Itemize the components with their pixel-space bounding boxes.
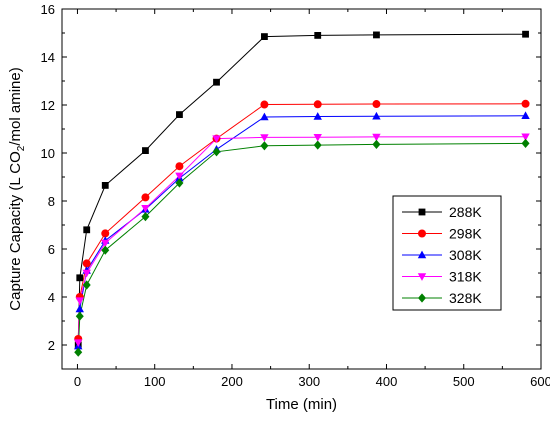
- x-tick-label: 600: [530, 374, 550, 389]
- legend: 288K 298K 308K 318K 328K: [392, 195, 502, 311]
- series-298k-point: [82, 259, 91, 268]
- y-tick-label: 8: [48, 194, 55, 209]
- series-328k-point: [141, 212, 150, 222]
- series-298k-point: [101, 229, 110, 238]
- x-tick-label: 100: [144, 374, 166, 389]
- series-318k-point: [372, 133, 381, 142]
- y-axis-title-main: Capture Capacity (L CO: [7, 151, 24, 311]
- series-328k-point: [82, 280, 91, 290]
- series-288k-point: [101, 182, 109, 189]
- series-308k-point: [313, 112, 322, 120]
- series-288k-point: [142, 147, 149, 154]
- x-axis-title: Time (min): [266, 396, 337, 413]
- legend-288k-label: 288K: [449, 204, 482, 220]
- series-328k-point: [372, 139, 381, 149]
- series-318k-point: [521, 133, 530, 142]
- y-tick-label: 10: [41, 146, 55, 161]
- series-288k-point: [176, 111, 183, 118]
- series-308k-point: [260, 112, 269, 121]
- series-328k-point: [212, 147, 221, 157]
- legend-298k-label: 298K: [449, 226, 482, 242]
- x-tick-label: 0: [74, 374, 81, 389]
- y-axis-title-tail: /mol amine): [7, 67, 24, 145]
- series-288k-point: [522, 30, 529, 38]
- series-308k-point: [75, 304, 84, 313]
- y-axis-title-subscript: 2: [16, 145, 27, 151]
- series-318k-point: [260, 134, 269, 142]
- y-tick-label: 6: [48, 242, 55, 257]
- series-288k-point: [373, 31, 380, 39]
- series-318k-point: [82, 269, 91, 278]
- x-tick-label: 400: [376, 374, 398, 389]
- legend-298k-marker: [418, 229, 426, 238]
- y-tick-label: 4: [48, 290, 55, 305]
- series-318k-point: [101, 239, 110, 248]
- legend-328k-marker: [418, 293, 426, 303]
- series-318k-point: [313, 133, 322, 142]
- series-328k-point: [75, 311, 84, 321]
- series-298k-point: [372, 100, 381, 109]
- y-tick-label: 2: [48, 338, 55, 353]
- series-318k-point: [75, 297, 84, 305]
- series-328k-point: [313, 140, 322, 150]
- legend-328k-label: 328K: [449, 290, 482, 306]
- plot-frame: [61, 8, 542, 370]
- y-axis-ticks: 2 4 6 8 10 12 14 16: [41, 2, 541, 370]
- series-288k-point: [83, 226, 91, 234]
- legend-318k-label: 318K: [449, 269, 482, 285]
- series-318k-point: [212, 135, 221, 143]
- series-288k-point: [213, 78, 220, 86]
- legend-288k-marker: [418, 208, 426, 216]
- series-318k-point: [74, 339, 83, 347]
- series-318k-point: [141, 205, 150, 213]
- series-328k-point: [175, 178, 184, 188]
- x-tick-label: 200: [221, 374, 243, 389]
- series-328k-point: [521, 138, 530, 148]
- y-tick-label: 14: [41, 50, 55, 65]
- y-tick-label: 16: [41, 2, 55, 17]
- plot-markers: [74, 30, 530, 357]
- legend-308k-label: 308K: [449, 247, 482, 263]
- series-298k-point: [260, 100, 269, 109]
- series-298k-point: [175, 162, 184, 171]
- x-axis-ticks: 0 100 200 300 400 500 600: [74, 9, 550, 389]
- series-308k-point: [521, 111, 530, 119]
- series-288k-point: [76, 274, 84, 282]
- y-axis-title: Capture Capacity (L CO2/mol amine): [7, 67, 27, 310]
- series-328k-point: [101, 245, 110, 255]
- legend-box: [392, 195, 502, 311]
- series-298k-point: [141, 193, 150, 202]
- series-308k-point: [372, 111, 381, 120]
- series-298k-point: [313, 100, 322, 109]
- series-288k-point: [314, 32, 322, 39]
- series-328k-point: [74, 347, 83, 357]
- series-298k-point: [521, 99, 530, 108]
- legend-308k-marker: [417, 250, 427, 259]
- legend-318k-marker: [417, 273, 427, 281]
- x-tick-label: 300: [298, 374, 320, 389]
- y-tick-label: 12: [41, 98, 55, 113]
- series-328k-point: [260, 141, 269, 151]
- series-318k-point: [175, 172, 184, 181]
- x-tick-label: 500: [453, 374, 475, 389]
- series-288k-point: [261, 33, 268, 40]
